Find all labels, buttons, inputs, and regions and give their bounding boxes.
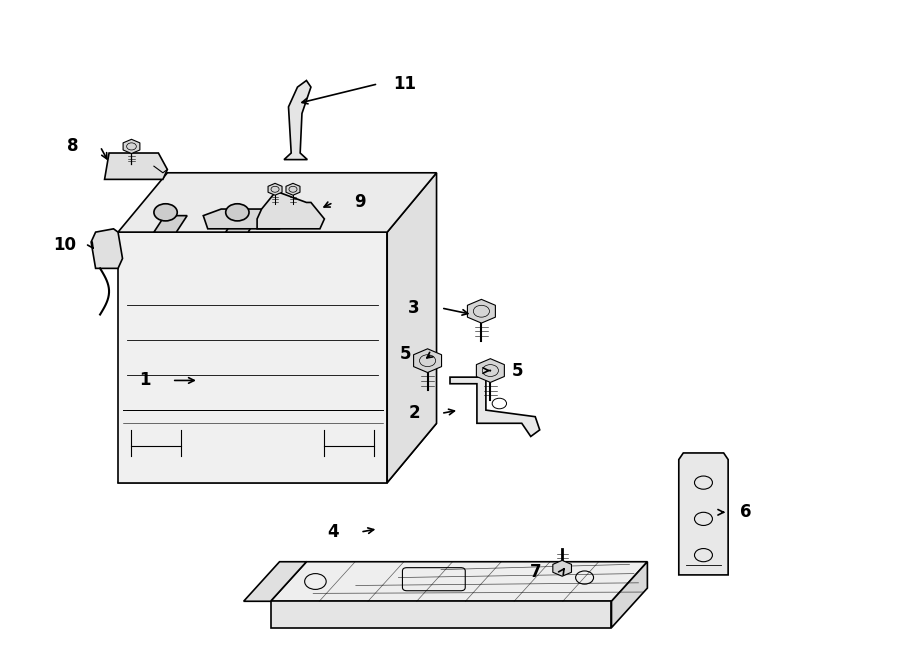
Polygon shape (286, 183, 300, 195)
Polygon shape (244, 562, 306, 601)
Polygon shape (467, 299, 495, 323)
Text: 9: 9 (355, 193, 366, 211)
Polygon shape (476, 359, 504, 383)
Circle shape (226, 204, 249, 221)
Text: 11: 11 (393, 75, 417, 93)
Polygon shape (118, 232, 387, 483)
Text: 3: 3 (409, 299, 420, 317)
Polygon shape (118, 173, 436, 232)
Polygon shape (91, 229, 122, 268)
Polygon shape (203, 209, 284, 229)
Polygon shape (271, 601, 611, 628)
Polygon shape (154, 216, 187, 232)
Text: 4: 4 (328, 523, 339, 541)
Text: 6: 6 (741, 503, 751, 521)
Polygon shape (118, 423, 436, 483)
Text: 2: 2 (409, 404, 420, 422)
Polygon shape (414, 349, 442, 373)
Polygon shape (271, 562, 647, 601)
Polygon shape (450, 377, 540, 436)
Polygon shape (611, 562, 647, 628)
Polygon shape (226, 216, 259, 232)
Polygon shape (257, 193, 324, 229)
Text: 5: 5 (400, 345, 411, 363)
Polygon shape (679, 453, 728, 575)
Circle shape (154, 204, 177, 221)
Text: 10: 10 (53, 236, 76, 254)
Text: 8: 8 (68, 138, 79, 156)
Text: 1: 1 (140, 371, 150, 389)
Text: 7: 7 (529, 563, 541, 581)
Polygon shape (553, 561, 572, 576)
Text: 5: 5 (511, 361, 523, 379)
Polygon shape (123, 139, 140, 154)
Polygon shape (104, 153, 167, 179)
Polygon shape (284, 81, 310, 160)
Polygon shape (387, 173, 436, 483)
Polygon shape (268, 183, 282, 195)
